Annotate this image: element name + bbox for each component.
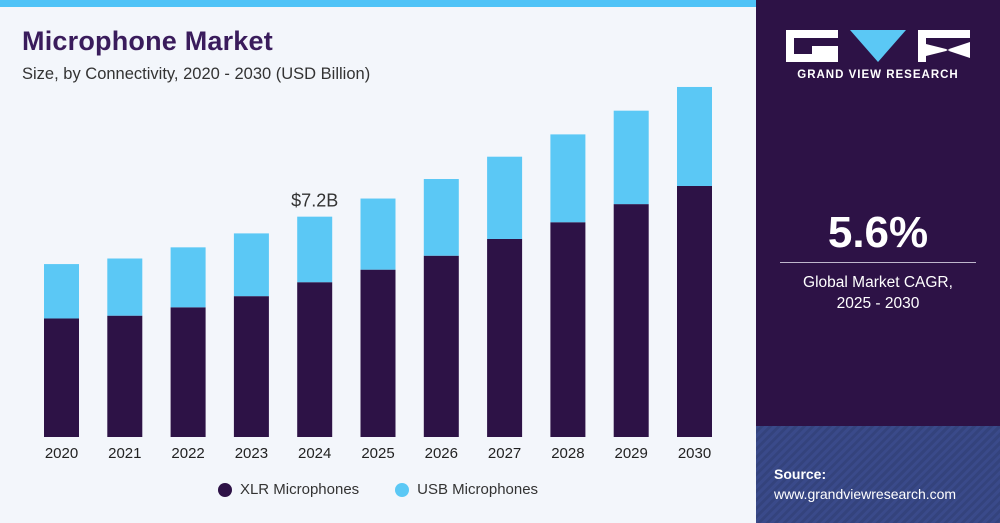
bar-xlr-2024 [297, 282, 333, 437]
bar-chart: 2020 2021 2022 2023 2024 $7.2B 2025 2026 2027 202… [44, 86, 712, 462]
source-label: Source: [774, 466, 827, 482]
source-url[interactable]: www.grandviewresearch.com [774, 486, 957, 502]
bar-xlr-2020 [44, 318, 79, 437]
x-tick-label-2023: 2023 [235, 445, 268, 462]
cagr-divider [780, 262, 976, 263]
legend-label-xlr: XLR Microphones [239, 481, 360, 498]
x-tick-label-2021: 2021 [108, 445, 141, 462]
chart-title: Microphone Market [22, 26, 273, 56]
bar-usb-2020 [44, 264, 79, 319]
bar-xlr-2023 [233, 296, 269, 437]
x-tick-label-2025: 2025 [361, 445, 394, 462]
legend-label-usb: USB Microphones [417, 481, 539, 498]
bar-usb-2025 [360, 198, 396, 270]
bar-usb-2028 [550, 134, 586, 223]
x-tick-label-2020: 2020 [45, 445, 78, 462]
bar-xlr-2025 [360, 269, 396, 437]
source-band [756, 426, 1000, 523]
bar-usb-2022 [170, 247, 206, 308]
cagr-value: 5.6% [827, 208, 929, 257]
bar-usb-2030 [677, 86, 712, 186]
x-tick-label-2024: 2024 [298, 445, 331, 462]
bar-xlr-2029 [613, 204, 649, 437]
data-label-2024: $7.2B [291, 191, 338, 211]
bar-usb-2029 [613, 110, 649, 205]
x-tick-label-2026: 2026 [425, 445, 458, 462]
bar-xlr-2021 [107, 315, 143, 437]
bar-xlr-2022 [170, 307, 206, 437]
x-tick-label-2028: 2028 [551, 445, 584, 462]
x-tick-label-2030: 2030 [678, 445, 711, 462]
legend-item-usb: USB Microphones [395, 481, 538, 498]
bar-usb-2027 [487, 156, 523, 239]
bar-usb-2024 [297, 216, 333, 283]
cagr-label-line2: 2025 - 2030 [836, 295, 920, 312]
chart-legend: XLR Microphones USB Microphones [0, 481, 756, 498]
legend-swatch-xlr [217, 482, 232, 497]
bar-xlr-2027 [487, 238, 523, 437]
chart-subtitle: Size, by Connectivity, 2020 - 2030 (USD … [22, 65, 371, 83]
bar-xlr-2030 [677, 185, 712, 437]
bar-usb-2026 [423, 179, 459, 256]
bar-xlr-2028 [550, 222, 586, 437]
bar-xlr-2026 [423, 255, 459, 437]
info-sidebar: GRAND VIEW RESEARCH 5.6% Global Market C… [756, 0, 1000, 523]
x-tick-label-2027: 2027 [488, 445, 521, 462]
x-tick-label-2029: 2029 [615, 445, 648, 462]
top-accent-bar [0, 0, 756, 7]
legend-item-xlr: XLR Microphones [217, 481, 360, 498]
bar-usb-2023 [233, 233, 269, 297]
legend-swatch-usb [395, 482, 410, 497]
grand-view-research-logo [786, 30, 970, 62]
brand-name: GRAND VIEW RESEARCH [797, 69, 959, 81]
x-tick-label-2022: 2022 [171, 445, 204, 462]
cagr-label: Global Market CAGR, 2025 - 2030 [756, 272, 1000, 314]
cagr-label-line1: Global Market CAGR, [803, 274, 953, 291]
bar-usb-2021 [107, 258, 143, 316]
